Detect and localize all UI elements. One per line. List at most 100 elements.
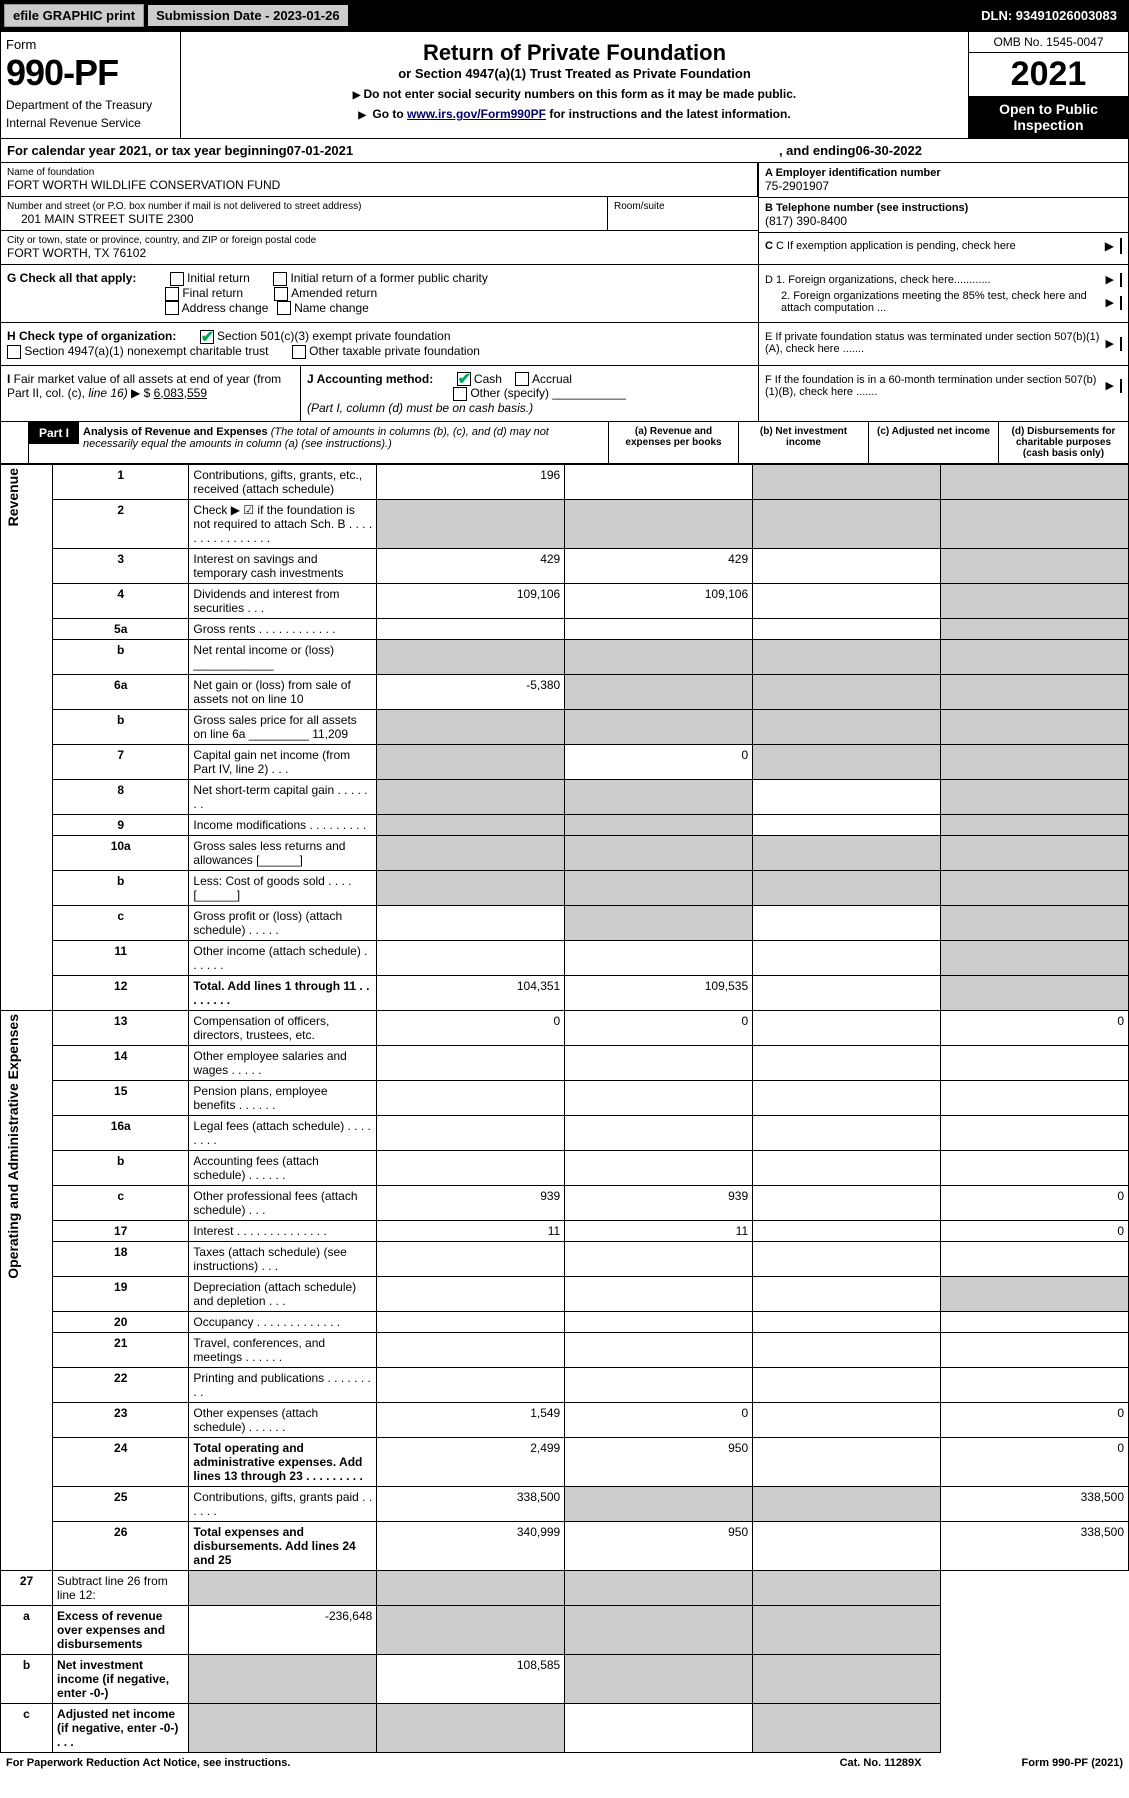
table-row: 15Pension plans, employee benefits . . .…	[1, 1081, 1129, 1116]
instructions-link[interactable]: www.irs.gov/Form990PF	[407, 107, 546, 121]
row-desc: Total expenses and disbursements. Add li…	[189, 1522, 377, 1571]
efile-button[interactable]: efile GRAPHIC print	[4, 4, 144, 27]
row-desc: Gross profit or (loss) (attach schedule)…	[189, 906, 377, 941]
cell-d	[941, 584, 1129, 619]
g-initial-former-check[interactable]	[273, 272, 287, 286]
cell-d	[941, 780, 1129, 815]
d2-checkbox[interactable]	[1120, 296, 1122, 310]
cell-a	[377, 941, 565, 976]
table-row: 5aGross rents . . . . . . . . . . . .	[1, 619, 1129, 640]
cell-c	[753, 780, 941, 815]
table-row: bLess: Cost of goods sold . . . . [_____…	[1, 871, 1129, 906]
table-row: cOther professional fees (attach schedul…	[1, 1186, 1129, 1221]
cell-a	[377, 780, 565, 815]
j-label: J Accounting method:	[307, 372, 433, 386]
h-other-check[interactable]	[292, 345, 306, 359]
section-g-d: G Check all that apply: Initial return I…	[0, 265, 1129, 323]
row-num: 13	[53, 1011, 189, 1046]
g-amended-check[interactable]	[274, 287, 288, 301]
e-label: E If private foundation status was termi…	[765, 331, 1106, 355]
cell-d: 0	[941, 1186, 1129, 1221]
j-other-check[interactable]	[453, 387, 467, 401]
cell-b	[565, 1046, 753, 1081]
cell-a	[377, 640, 565, 675]
cell-d: 338,500	[941, 1522, 1129, 1571]
row-num: 23	[53, 1403, 189, 1438]
cell-b	[565, 465, 753, 500]
cell-b	[565, 710, 753, 745]
cell-a	[377, 1081, 565, 1116]
table-row: Revenue1Contributions, gifts, grants, et…	[1, 465, 1129, 500]
row-desc: Total. Add lines 1 through 11 . . . . . …	[189, 976, 377, 1011]
row-desc: Gross sales less returns and allowances …	[189, 836, 377, 871]
e-checkbox[interactable]	[1120, 337, 1122, 351]
form-header: Form 990-PF Department of the Treasury I…	[0, 31, 1129, 139]
tax-year: 2021	[969, 53, 1128, 96]
g-final-check[interactable]	[165, 287, 179, 301]
table-row: 16aLegal fees (attach schedule) . . . . …	[1, 1116, 1129, 1151]
cell-a	[377, 500, 565, 549]
cell-c	[753, 1403, 941, 1438]
row-num: 4	[53, 584, 189, 619]
j-note: (Part I, column (d) must be on cash basi…	[307, 401, 533, 415]
row-num: b	[53, 640, 189, 675]
row-desc: Capital gain net income (from Part IV, l…	[189, 745, 377, 780]
cell-d	[941, 836, 1129, 871]
table-row: 24Total operating and administrative exp…	[1, 1438, 1129, 1487]
cell-d: 0	[941, 1221, 1129, 1242]
i-label: I Fair market value of all assets at end…	[7, 372, 281, 400]
table-row: 23Other expenses (attach schedule) . . .…	[1, 1403, 1129, 1438]
c-checkbox[interactable]	[1120, 238, 1122, 254]
table-row: Operating and Administrative Expenses13C…	[1, 1011, 1129, 1046]
cell-a: 1,549	[377, 1403, 565, 1438]
h-501c3-check[interactable]	[200, 330, 214, 344]
cell-c	[753, 1242, 941, 1277]
j-accrual-check[interactable]	[515, 372, 529, 386]
row-num: 20	[53, 1312, 189, 1333]
cell-a: -236,648	[189, 1606, 377, 1655]
j-o2: Accrual	[532, 372, 572, 386]
cell-d	[941, 500, 1129, 549]
h-4947-check[interactable]	[7, 345, 21, 359]
row-desc: Net short-term capital gain . . . . . . …	[189, 780, 377, 815]
cell-d	[941, 1081, 1129, 1116]
g-address-check[interactable]	[165, 301, 179, 315]
cell-b	[565, 1333, 753, 1368]
cell-b	[565, 815, 753, 836]
cell-c	[753, 710, 941, 745]
row-num: 19	[53, 1277, 189, 1312]
dept-treasury: Department of the Treasury	[6, 98, 175, 112]
row-desc: Net investment income (if negative, ente…	[53, 1655, 189, 1704]
cell-a: 104,351	[377, 976, 565, 1011]
cell-b	[565, 871, 753, 906]
cell-a	[377, 1151, 565, 1186]
cell-a: 11	[377, 1221, 565, 1242]
g-o4: Amended return	[291, 286, 377, 300]
row-num: b	[1, 1655, 53, 1704]
cell-c	[753, 1368, 941, 1403]
row-num: 1	[53, 465, 189, 500]
cell-a	[189, 1571, 377, 1606]
cell-c	[753, 1487, 941, 1522]
g-o1: Initial return	[187, 271, 250, 285]
table-row: aExcess of revenue over expenses and dis…	[1, 1606, 1129, 1655]
h-o1: Section 501(c)(3) exempt private foundat…	[217, 329, 450, 343]
f-label: F If the foundation is in a 60-month ter…	[765, 374, 1106, 398]
row-desc: Depreciation (attach schedule) and deple…	[189, 1277, 377, 1312]
cell-a	[377, 745, 565, 780]
cell-d	[941, 640, 1129, 675]
cell-c	[565, 1704, 753, 1753]
cell-d	[941, 1046, 1129, 1081]
cell-b: 950	[565, 1438, 753, 1487]
f-checkbox[interactable]	[1120, 379, 1122, 393]
cell-b	[565, 941, 753, 976]
row-desc: Taxes (attach schedule) (see instruction…	[189, 1242, 377, 1277]
d1-checkbox[interactable]	[1120, 273, 1122, 287]
side-label: Operating and Administrative Expenses	[1, 1011, 53, 1571]
j-cash-check[interactable]	[457, 372, 471, 386]
g-initial-return-check[interactable]	[170, 272, 184, 286]
cell-d	[753, 1606, 941, 1655]
row-desc: Other expenses (attach schedule) . . . .…	[189, 1403, 377, 1438]
g-name-check[interactable]	[277, 301, 291, 315]
footer: For Paperwork Reduction Act Notice, see …	[0, 1753, 1129, 1773]
